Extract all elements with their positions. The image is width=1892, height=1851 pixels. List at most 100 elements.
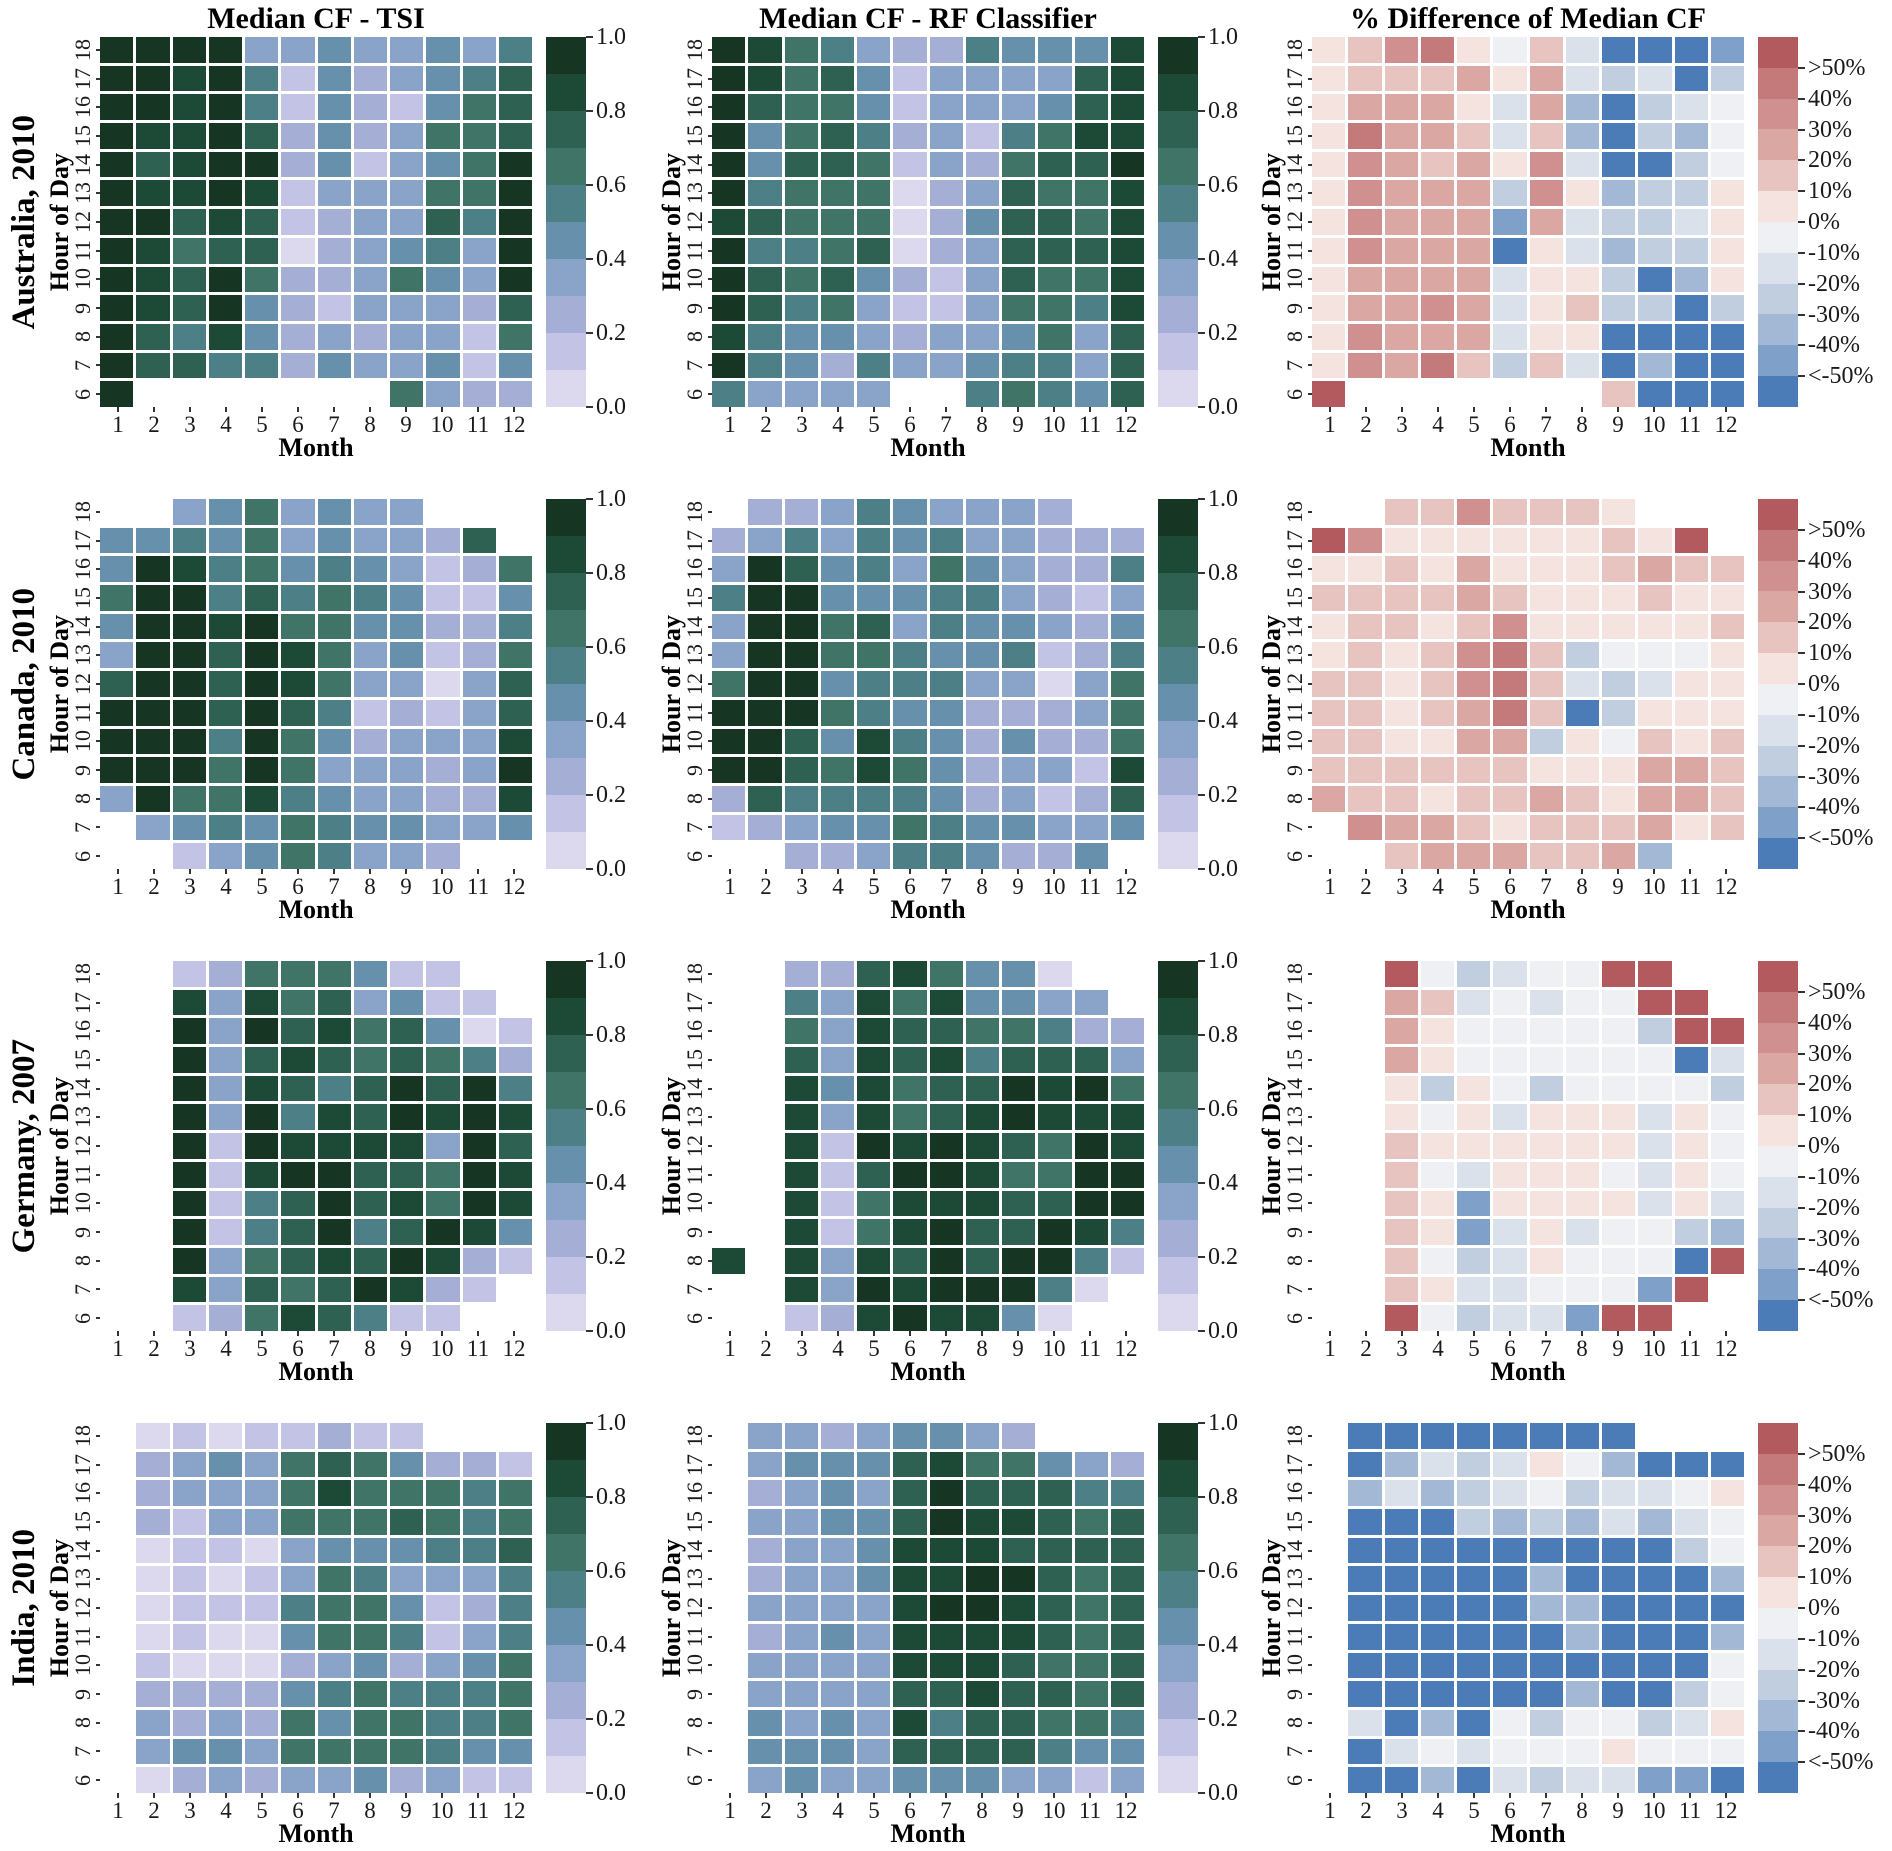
y-tick-label: 17 <box>682 67 707 90</box>
heatmap-cell <box>893 499 927 525</box>
heatmap-cell <box>784 37 818 63</box>
heatmap-cell <box>1710 1247 1744 1274</box>
heatmap-cell <box>1565 1276 1599 1303</box>
heatmap-cell <box>1110 1709 1144 1736</box>
heatmap-cell <box>1674 65 1708 92</box>
heatmap-cell <box>1348 237 1382 264</box>
heatmap-cell <box>1002 1623 1036 1650</box>
colorbar <box>1758 961 1798 1331</box>
heatmap-cell <box>1638 1305 1672 1331</box>
heatmap-cell <box>1384 1247 1418 1274</box>
x-tick-mark <box>1125 1331 1127 1336</box>
heatmap-cell <box>1348 295 1382 321</box>
y-tick-label: 12 <box>682 210 707 233</box>
colorbar-segment <box>546 1460 586 1497</box>
y-tick-mark <box>1308 1434 1314 1437</box>
heatmap-cell <box>1420 1767 1454 1793</box>
heatmap-cell <box>1675 1423 1708 1449</box>
y-tick: 7 <box>682 1739 714 1765</box>
heatmap-cell <box>712 151 746 178</box>
colorbar-segment <box>1758 314 1798 346</box>
y-tick-mark <box>1308 1520 1314 1523</box>
heatmap-cell <box>208 1738 242 1765</box>
heatmap-cell <box>784 65 818 92</box>
heatmap-cell <box>1038 1018 1072 1045</box>
x-axis-label-box: Month <box>1312 1357 1744 1386</box>
colorbar-segment <box>1158 1423 1198 1460</box>
heatmap-cell <box>317 1537 351 1564</box>
colorbar-tick-mark <box>1798 590 1805 593</box>
heatmap-cell <box>1110 151 1144 178</box>
heatmap-cell <box>784 1305 818 1331</box>
heatmap-cell <box>748 1652 782 1679</box>
heatmap-cell <box>1493 1247 1527 1274</box>
heatmap-cell <box>390 323 424 350</box>
heatmap-cell <box>1312 843 1345 869</box>
y-tick-label: 18 <box>682 1424 707 1447</box>
heatmap-cell <box>1348 757 1382 783</box>
heatmap-cell <box>784 1738 818 1765</box>
colorbar-tick: -20% <box>1798 1658 1860 1682</box>
heatmap-cell <box>426 94 460 121</box>
heatmap-cell <box>784 1104 818 1131</box>
heatmap-cell <box>1110 1738 1144 1765</box>
heatmap-cell <box>965 642 999 669</box>
heatmap-cell <box>426 65 460 92</box>
heatmap-cell <box>353 1075 387 1102</box>
heatmap-cell <box>498 1652 532 1679</box>
x-tick-mark <box>1725 869 1727 874</box>
heatmap-cell <box>1710 814 1744 841</box>
colorbar-tick-mark <box>1198 720 1205 722</box>
x-tick-label: 3 <box>796 1336 808 1361</box>
heatmap-cell <box>893 1075 927 1102</box>
x-tick: 1 <box>100 1331 136 1360</box>
heatmap-cell <box>893 814 927 841</box>
heatmap-cell <box>1074 1767 1108 1793</box>
heatmap-cell <box>390 814 424 841</box>
heatmap-cell <box>1420 123 1454 149</box>
x-tick-mark <box>297 1793 299 1798</box>
heatmap-cell <box>1038 37 1072 63</box>
heatmap-cell <box>1348 527 1382 554</box>
heatmap-cell <box>498 37 532 63</box>
heatmap-cell <box>426 1276 460 1303</box>
colorbar-tick-label: >50% <box>1808 1440 1866 1467</box>
x-tick: 9 <box>1600 407 1636 436</box>
heatmap-cell <box>390 1047 424 1073</box>
y-tick-mark <box>1308 1492 1314 1495</box>
heatmap-cell <box>857 1537 891 1564</box>
y-tick-label: 11 <box>682 702 707 724</box>
y-tick-mark <box>96 1202 102 1205</box>
heatmap-cell <box>820 585 854 611</box>
x-tick-label: 4 <box>220 1336 232 1361</box>
plot-mid: Hour of Day 18 17 16 15 14 13 12 11 10 9 8 7 6 <box>45 1423 532 1793</box>
heatmap-cell <box>136 961 169 987</box>
x-tick: 4 <box>820 407 856 436</box>
heatmap-cell <box>712 961 745 987</box>
y-tick: 8 <box>70 324 102 350</box>
y-tick-label: 8 <box>70 793 95 805</box>
y-tick-mark <box>96 1288 102 1291</box>
x-tick-label: 4 <box>832 1798 844 1823</box>
colorbar-tick-label: >50% <box>1808 516 1866 543</box>
x-tick: 6 <box>1492 1793 1528 1822</box>
heatmap-cell <box>748 123 782 149</box>
x-tick-mark <box>1617 1793 1619 1798</box>
heatmap-cell <box>820 151 854 178</box>
heatmap-cell <box>462 1623 496 1650</box>
heatmap-cell <box>281 785 315 812</box>
x-tick-label: 6 <box>904 874 916 899</box>
heatmap-cell <box>1565 1623 1599 1650</box>
heatmap-cell <box>929 961 963 987</box>
x-tick-mark <box>297 407 299 412</box>
heatmap-cell <box>1002 1018 1036 1045</box>
heatmap-cell <box>1457 180 1491 207</box>
heatmap-cell <box>1710 728 1744 755</box>
colorbar-tick-label: -40% <box>1808 332 1860 359</box>
colorbar <box>546 37 586 407</box>
heatmap-cell <box>748 237 782 264</box>
heatmap-cell <box>1110 699 1144 726</box>
heatmap-cell <box>353 556 387 583</box>
colorbar-segment <box>546 1183 586 1220</box>
y-tick: 18 <box>70 1423 102 1449</box>
